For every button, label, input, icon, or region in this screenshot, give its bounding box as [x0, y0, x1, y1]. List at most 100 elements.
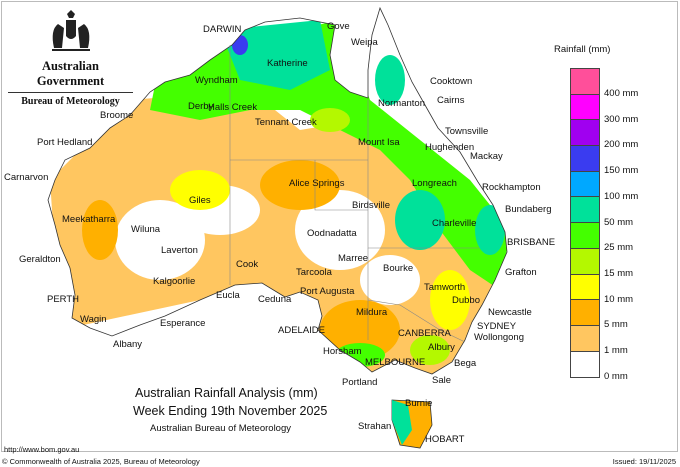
legend-tick-label: 15 mm: [604, 267, 634, 279]
place-label: Townsville: [445, 126, 488, 137]
legend-swatch: [571, 325, 599, 352]
place-label: Horsham: [323, 346, 362, 357]
legend-tick-label: 50 mm: [604, 216, 634, 228]
legend-swatch: [571, 120, 599, 147]
place-label: SYDNEY: [477, 321, 517, 332]
legend-tick-label: 200 mm: [604, 139, 639, 151]
place-label: CANBERRA: [398, 328, 451, 339]
place-label: Ceduna: [258, 294, 292, 305]
place-label: Broome: [100, 110, 133, 121]
place-label: Giles: [189, 195, 211, 206]
copyright: © Commonwealth of Australia 2025, Bureau…: [2, 457, 200, 466]
legend-tick-label: 300 mm: [604, 113, 639, 125]
place-label: Mildura: [356, 307, 388, 318]
place-label: Carnarvon: [4, 172, 48, 183]
legend-tick-label: 100 mm: [604, 190, 639, 202]
place-label: Port Hedland: [37, 137, 92, 148]
place-label: Derby: [188, 101, 214, 112]
place-label: PERTH: [47, 294, 79, 305]
state-borders: [229, 45, 480, 343]
place-label: Laverton: [161, 245, 198, 256]
place-label: Longreach: [412, 178, 457, 189]
place-label: Esperance: [160, 318, 205, 329]
place-label: Halls Creek: [208, 102, 257, 113]
place-label: Newcastle: [488, 307, 532, 318]
place-label: Meekatharra: [62, 214, 116, 225]
legend-colorbar: [570, 68, 600, 379]
legend-tick-label: 5 mm: [604, 319, 628, 331]
place-label: Tennant Creek: [255, 117, 317, 128]
legend-swatch: [571, 146, 599, 172]
legend-title: Rainfall (mm): [554, 44, 611, 55]
place-label: Albury: [428, 342, 455, 353]
logo: Australian Government Bureau of Meteorol…: [8, 10, 133, 107]
place-label: Weipa: [351, 37, 378, 48]
place-label: Tarcoola: [296, 267, 333, 278]
place-label: DARWIN: [203, 24, 241, 35]
place-label: Hughenden: [425, 142, 474, 153]
legend-swatch: [571, 197, 599, 224]
legend-swatch: [571, 248, 599, 275]
place-label: Port Augusta: [300, 286, 355, 297]
place-label: Oodnadatta: [307, 228, 357, 239]
place-label: Cairns: [437, 95, 465, 106]
place-label: Strahan: [358, 421, 391, 432]
place-label: ADELAIDE: [278, 325, 325, 336]
legend-swatch: [571, 300, 599, 326]
place-label: Marree: [338, 253, 368, 264]
place-label: Burnie: [405, 398, 432, 409]
place-label: Tamworth: [424, 282, 465, 293]
legend-swatch: [571, 274, 599, 301]
legend-tick-label: 150 mm: [604, 165, 639, 177]
website-link[interactable]: http://www.bom.gov.au: [4, 445, 80, 454]
map-title: Australian Rainfall Analysis (mm): [135, 386, 318, 400]
place-label: Gove: [327, 21, 350, 32]
government-name: Australian Government: [8, 59, 133, 93]
place-label: HOBART: [425, 434, 465, 445]
map-subtitle: Week Ending 19th November 2025: [133, 404, 328, 418]
legend-tick-label: 0 mm: [604, 370, 628, 382]
legend-swatch: [571, 171, 599, 198]
place-label: Birdsville: [352, 200, 390, 211]
coat-of-arms-icon: [51, 10, 90, 51]
place-label: Mackay: [470, 151, 503, 162]
place-label: Wollongong: [474, 332, 524, 343]
place-label: Normanton: [378, 98, 425, 109]
legend-swatch: [571, 223, 599, 249]
place-label: Mount Isa: [358, 137, 400, 148]
place-label: Dubbo: [452, 295, 480, 306]
legend-tick-label: 25 mm: [604, 242, 634, 254]
legend-tick-label: 10 mm: [604, 293, 634, 305]
place-label: Albany: [113, 339, 142, 350]
tasmania: [391, 399, 433, 449]
place-label: Eucla: [216, 290, 240, 301]
place-label: MELBOURNE: [365, 357, 425, 368]
place-label: Kalgoorlie: [153, 276, 195, 287]
legend-swatch: [571, 94, 599, 121]
place-label: Charleville: [432, 218, 476, 229]
place-label: Wiluna: [131, 224, 161, 235]
issued-date: Issued: 19/11/2025: [612, 457, 676, 466]
place-label: BRISBANE: [507, 237, 555, 248]
place-label: Portland: [342, 377, 377, 388]
place-label: Rockhampton: [482, 182, 541, 193]
place-label: Wagin: [80, 314, 107, 325]
place-label: Sale: [432, 375, 451, 386]
place-label: Cook: [236, 259, 258, 270]
place-label: Alice Springs: [289, 178, 345, 189]
map-frame: [1, 1, 678, 452]
place-label: Bega: [454, 358, 477, 369]
legend-swatch: [571, 69, 599, 95]
place-label: Wyndham: [195, 75, 238, 86]
place-label: Katherine: [267, 58, 308, 69]
legend-tick-label: 1 mm: [604, 345, 628, 356]
place-label: Cooktown: [430, 76, 472, 87]
legend-swatch: [571, 351, 599, 378]
legend-tick-label: 400 mm: [604, 88, 639, 99]
place-label: Geraldton: [19, 254, 61, 265]
place-label: Bourke: [383, 263, 413, 274]
map-source: Australian Bureau of Meteorology: [150, 423, 291, 434]
place-label: Grafton: [505, 267, 537, 278]
